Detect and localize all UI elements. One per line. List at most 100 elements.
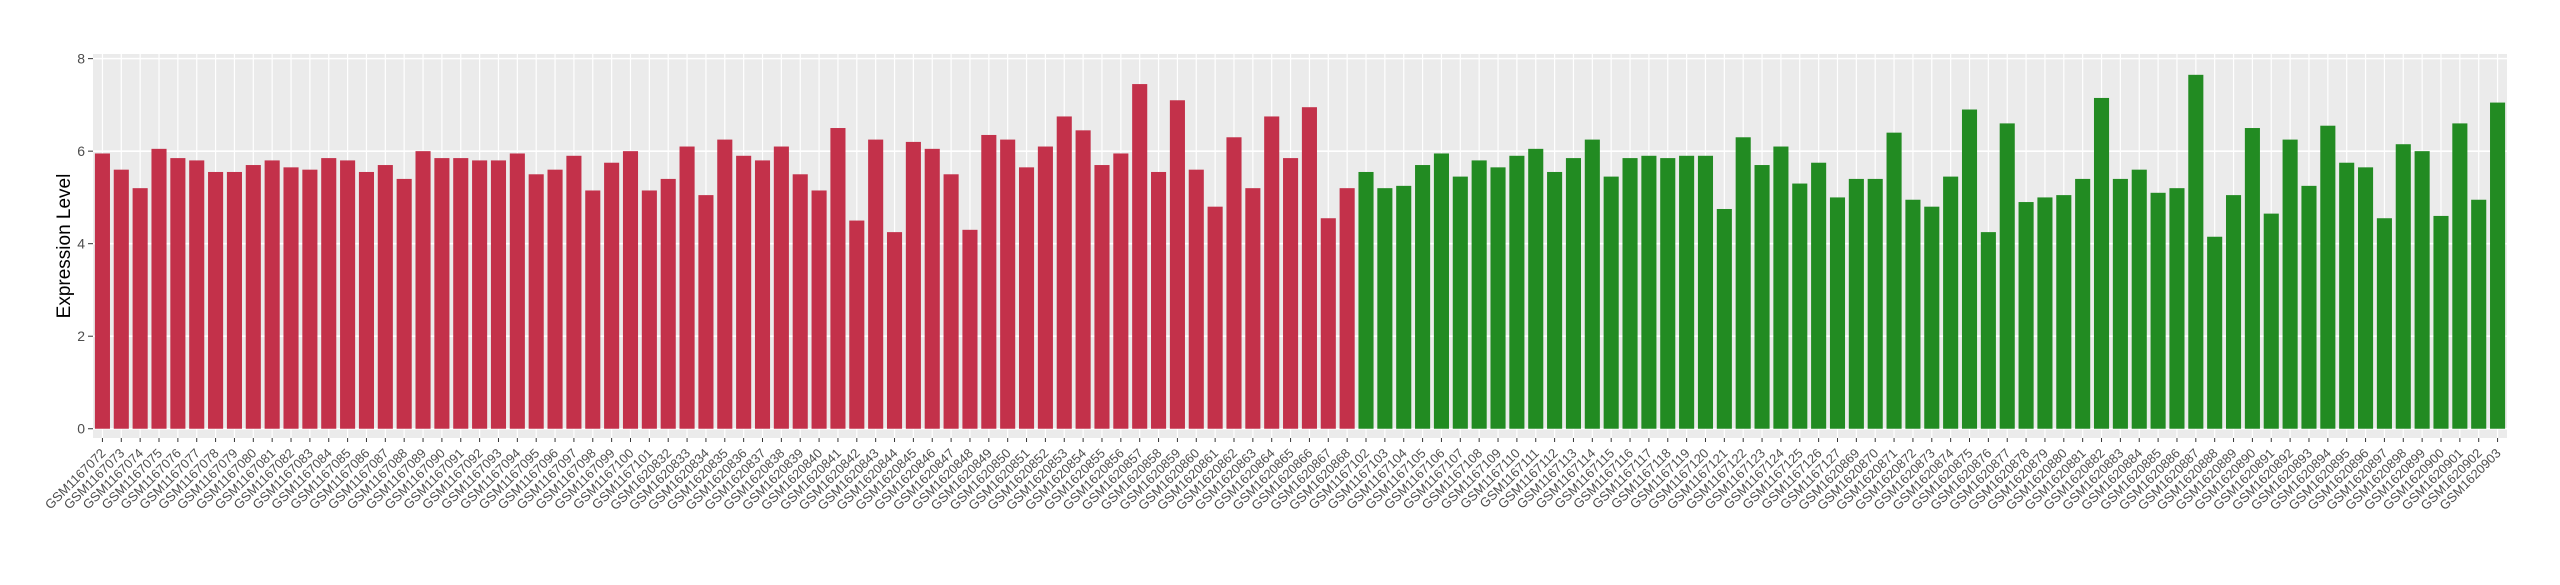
bar — [1697, 155, 1714, 429]
bar — [1622, 158, 1638, 429]
bar — [1547, 171, 1563, 429]
bar — [1415, 165, 1431, 429]
bar — [113, 169, 129, 429]
bar — [2452, 123, 2468, 429]
bar — [1584, 139, 1600, 429]
bar — [377, 165, 393, 429]
bar — [264, 160, 280, 429]
bar — [2037, 197, 2053, 429]
bar — [1207, 206, 1223, 429]
bar — [1113, 153, 1129, 429]
bar — [1358, 171, 1374, 429]
bar — [1792, 183, 1808, 429]
bar — [679, 146, 695, 429]
y-tick-label: 4 — [77, 236, 85, 252]
bar — [1565, 158, 1582, 429]
bar — [434, 158, 450, 429]
y-tick-label: 8 — [77, 51, 85, 67]
bar — [2150, 192, 2166, 429]
bar — [1132, 84, 1148, 429]
bar — [1301, 107, 1317, 429]
bar — [1075, 130, 1091, 429]
bar — [1961, 109, 1978, 429]
bar — [1924, 206, 1940, 429]
bar — [2358, 167, 2374, 429]
bar — [811, 190, 827, 429]
bar — [283, 167, 299, 429]
bar — [1151, 171, 1167, 429]
bar — [1452, 176, 1468, 429]
bar — [1226, 137, 1242, 429]
bar — [2131, 169, 2147, 429]
bar — [170, 158, 186, 429]
bar — [2244, 128, 2260, 429]
bar — [245, 165, 261, 429]
bar — [905, 141, 921, 429]
bar — [773, 146, 789, 429]
y-axis-title: Expression Level — [54, 174, 75, 319]
bar — [2376, 218, 2392, 429]
bar — [321, 158, 337, 429]
y-tick-label: 2 — [77, 328, 85, 344]
bar — [340, 160, 356, 429]
bar — [132, 188, 148, 429]
bar — [189, 160, 205, 429]
bar — [302, 169, 318, 429]
bar — [1773, 146, 1789, 429]
bar — [2320, 125, 2336, 429]
bar — [1886, 132, 1902, 429]
bar — [396, 178, 412, 429]
bar — [924, 148, 940, 429]
bar — [2490, 102, 2506, 429]
bar — [1188, 169, 1204, 429]
bar — [547, 169, 563, 429]
bar — [2282, 139, 2298, 429]
bar — [1679, 155, 1695, 429]
bar — [1339, 188, 1355, 429]
bar — [1471, 160, 1487, 429]
bar — [1056, 116, 1072, 429]
bar — [849, 220, 865, 429]
bar — [2056, 195, 2072, 429]
bar — [981, 134, 997, 429]
bar — [226, 171, 242, 429]
bar — [1018, 167, 1035, 429]
bar — [490, 160, 507, 429]
bar — [358, 171, 375, 429]
bar — [1509, 155, 1525, 429]
bar — [2169, 188, 2185, 429]
y-tick-label: 6 — [77, 143, 85, 159]
bar — [1433, 153, 1449, 429]
bar — [509, 153, 525, 429]
bar — [1320, 218, 1336, 429]
bar — [151, 148, 167, 429]
bar — [453, 158, 469, 429]
bar — [585, 190, 601, 429]
bar — [1735, 137, 1751, 429]
bar — [886, 232, 903, 429]
bar — [2225, 195, 2242, 429]
bar — [472, 160, 488, 429]
bar — [1377, 188, 1393, 429]
bar — [94, 153, 110, 429]
bar — [1660, 158, 1676, 429]
bar — [2075, 178, 2091, 429]
bar — [2263, 213, 2279, 429]
bar — [754, 160, 771, 429]
bar — [1867, 178, 1883, 429]
bar — [1490, 167, 1506, 429]
bar — [415, 151, 431, 429]
bar — [2301, 185, 2317, 429]
bar — [1848, 178, 1864, 429]
bar — [2018, 202, 2034, 429]
bar — [1528, 148, 1544, 429]
bar — [604, 162, 620, 429]
bar — [2207, 236, 2223, 429]
bar — [1264, 116, 1280, 429]
bar — [622, 151, 639, 429]
bar — [1169, 100, 1185, 429]
bar — [1980, 232, 1996, 429]
bar — [2188, 74, 2204, 429]
bar — [1000, 139, 1016, 429]
